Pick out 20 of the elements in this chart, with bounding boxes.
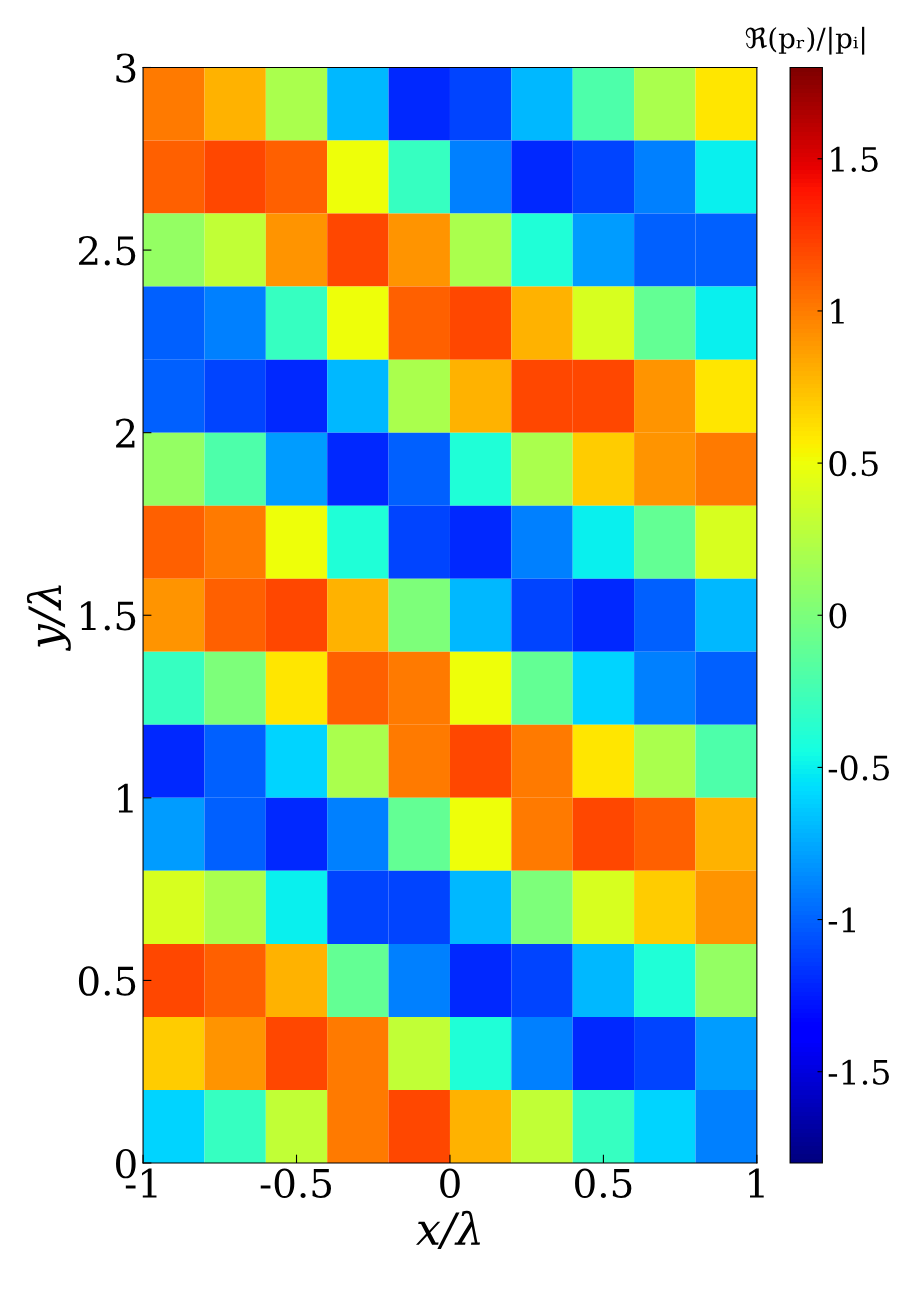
y-axis-title: y/λ bbox=[26, 585, 71, 652]
x-tick-label: 0.5 bbox=[575, 1168, 632, 1198]
y-tick-label: 3 bbox=[116, 53, 136, 83]
color-bar-label: 1 bbox=[831, 298, 844, 324]
y-tick-label: 1.5 bbox=[81, 601, 136, 631]
color-bar-label: 0 bbox=[829, 603, 847, 629]
x-tick-label: 0 bbox=[440, 1168, 460, 1198]
color-bar-label: 1.5 bbox=[831, 146, 878, 172]
color-bar-label: -0.5 bbox=[828, 755, 889, 781]
x-tick-label: 1 bbox=[749, 1168, 764, 1198]
color-bar-title: ℜ(pᵣ)/|pᵢ| bbox=[745, 26, 865, 55]
y-tick-label: 1 bbox=[118, 783, 133, 813]
color-bar-label: -1 bbox=[828, 907, 855, 933]
y-tick-label: 0.5 bbox=[78, 966, 136, 996]
y-tick-label: 2.5 bbox=[79, 235, 136, 266]
x-tick-label: -0.5 bbox=[260, 1168, 331, 1198]
color-bar-label: 0.5 bbox=[829, 451, 878, 477]
y-tick-label: 2 bbox=[116, 418, 135, 448]
color-bar-label: -1.5 bbox=[828, 1059, 889, 1085]
x-axis-title: x/λ bbox=[415, 1210, 481, 1249]
